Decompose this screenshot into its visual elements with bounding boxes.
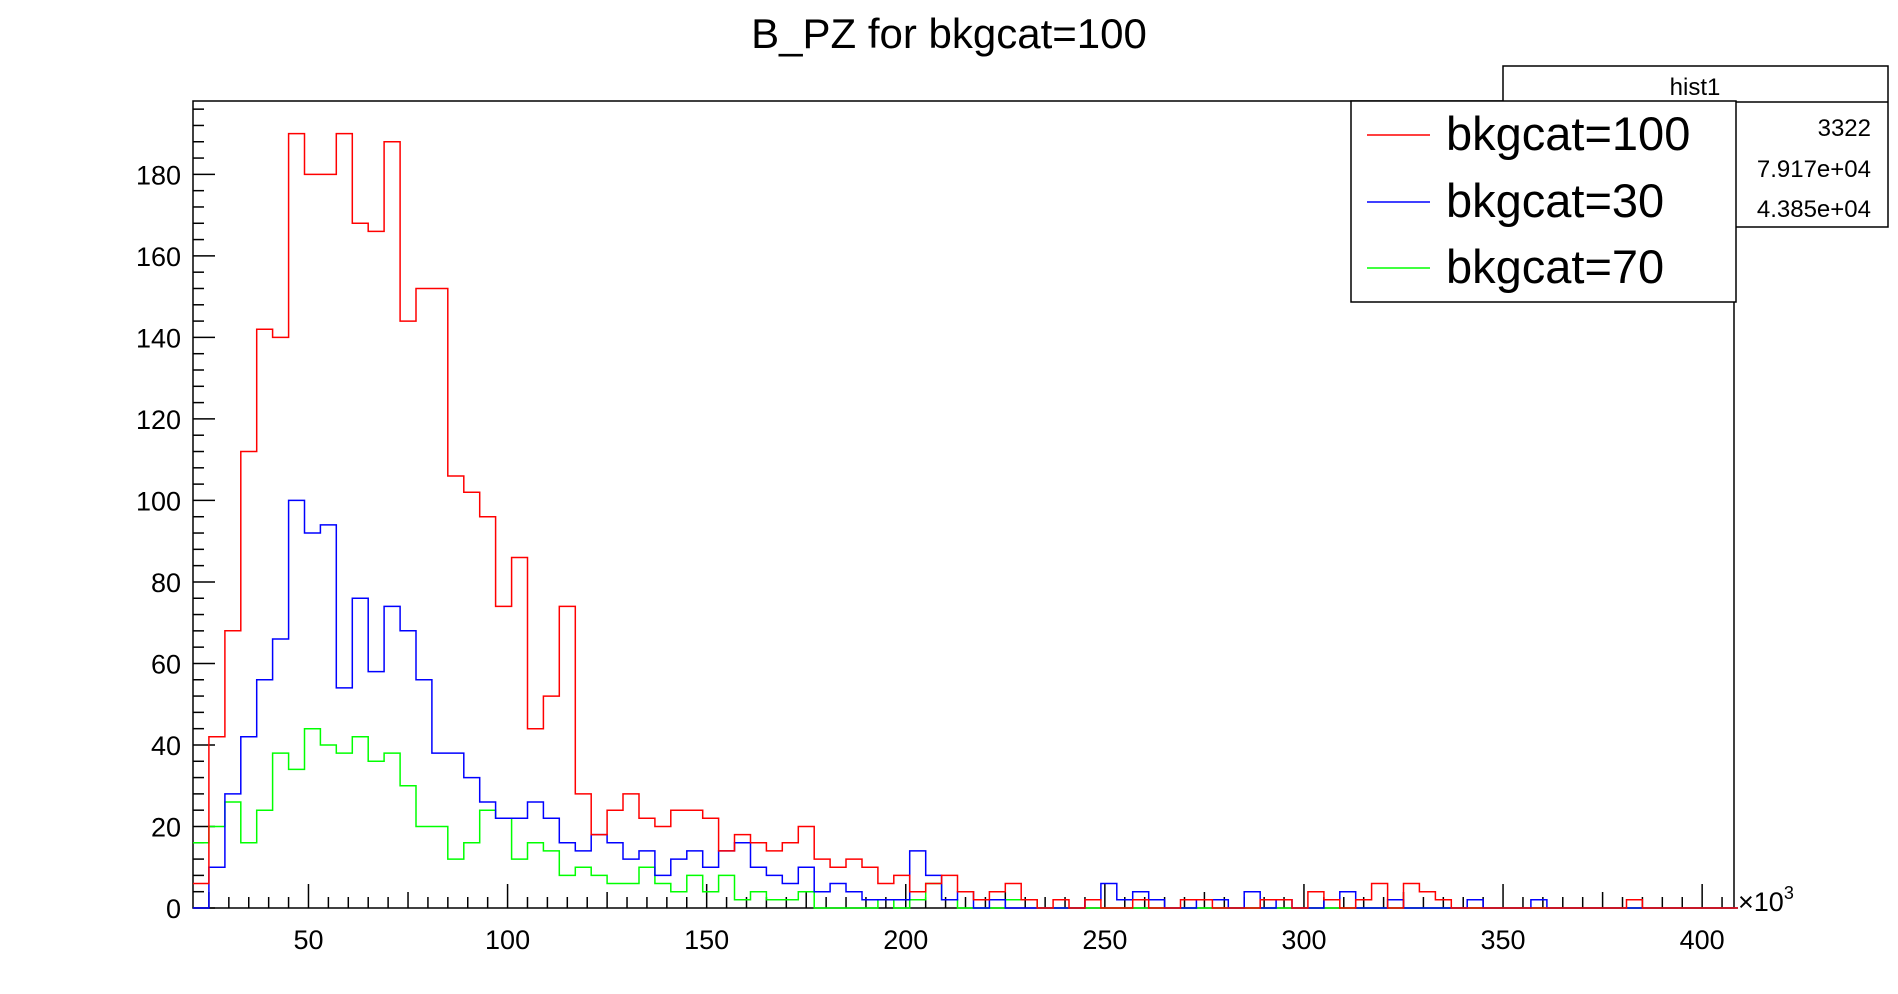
- y-axis: 0 20 40 60 80 100 120 140 160 180: [136, 108, 215, 924]
- x-tick-label: 100: [485, 925, 530, 955]
- y-tick-label: 40: [151, 731, 181, 761]
- x-tick-label: 250: [1082, 925, 1127, 955]
- x-tick-label: 400: [1680, 925, 1725, 955]
- x-tick-label: 350: [1481, 925, 1526, 955]
- legend: bkgcat=100 bkgcat=30 bkgcat=70: [1350, 100, 1737, 303]
- y-tick-label: 140: [136, 323, 181, 353]
- stats-value-entries: 3322: [1818, 115, 1871, 142]
- series-layer: [193, 132, 1738, 909]
- legend-label-bkgcat-70: bkgcat=70: [1446, 240, 1664, 293]
- stats-value-stddev: 4.385e+04: [1757, 196, 1871, 223]
- y-tick-label: 120: [136, 405, 181, 435]
- stats-box-title: hist1: [1670, 74, 1721, 101]
- chart-title: B_PZ for bkgcat=100: [751, 10, 1147, 57]
- x-tick-label: 50: [293, 925, 323, 955]
- x-tick-label: 300: [1281, 925, 1326, 955]
- stats-value-mean: 7.917e+04: [1757, 156, 1871, 183]
- legend-label-bkgcat-30: bkgcat=30: [1446, 174, 1664, 227]
- x-tick-label: 150: [684, 925, 729, 955]
- x-multiplier-label: ×103: [1738, 883, 1794, 917]
- y-tick-label: 100: [136, 486, 181, 516]
- series-line-bkgcat-70: [193, 727, 1738, 909]
- x-axis: 50 100 150 200 250 300 350 400: [208, 884, 1725, 955]
- series-line-bkgcat-100: [193, 132, 1738, 909]
- legend-label-bkgcat-100: bkgcat=100: [1446, 107, 1690, 160]
- y-tick-label: 160: [136, 242, 181, 272]
- y-tick-label: 0: [166, 894, 181, 924]
- series-bkgcat-30: [193, 499, 1738, 909]
- y-tick-label: 60: [151, 649, 181, 679]
- series-line-bkgcat-30: [193, 499, 1738, 909]
- y-tick-label: 180: [136, 160, 181, 190]
- x-tick-label: 200: [883, 925, 928, 955]
- y-tick-label: 80: [151, 568, 181, 598]
- series-bkgcat-100: [193, 132, 1738, 909]
- series-bkgcat-70: [193, 727, 1738, 909]
- y-tick-label: 20: [151, 812, 181, 842]
